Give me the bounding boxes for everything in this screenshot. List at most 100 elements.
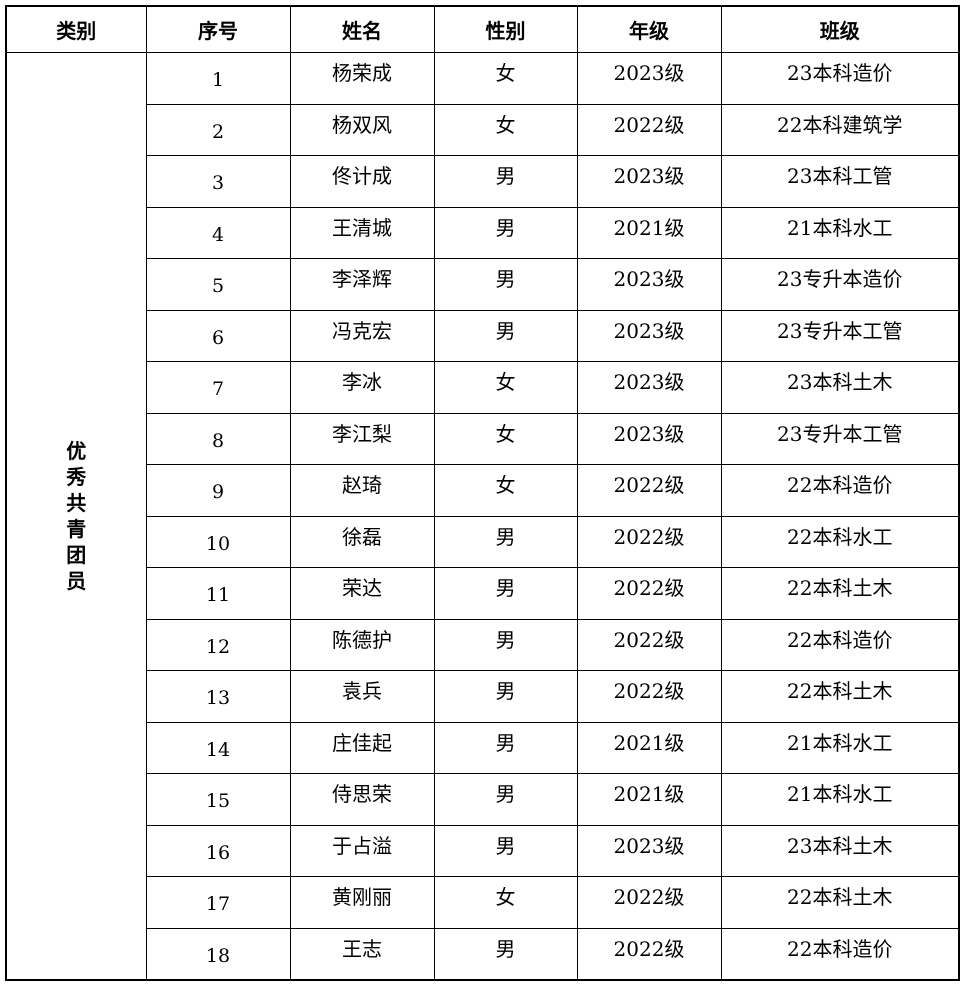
cell-name: 荣达 — [289, 567, 435, 620]
table-row: 9 赵琦 女 2022级 22本科造价 — [6, 464, 960, 517]
cell-no: 13 — [145, 670, 291, 723]
table-row: 4 王清城 男 2021级 21本科水工 — [6, 206, 960, 259]
cell-name: 李泽辉 — [289, 258, 435, 311]
table-row: 优秀共青团员 1 杨荣成 女 2023级 23本科造价 — [5, 52, 960, 980]
cell-grade: 2021级 — [576, 206, 722, 259]
cell-name: 庄佳起 — [289, 721, 435, 774]
cell-gender: 男 — [433, 309, 578, 362]
cell-grade: 2023级 — [576, 52, 722, 105]
column-header-category: 类别 — [5, 5, 147, 53]
cell-grade: 2022级 — [576, 927, 722, 980]
table-row: 14 庄佳起 男 2021级 21本科水工 — [6, 721, 960, 774]
cell-no: 11 — [145, 567, 291, 620]
cell-no: 4 — [145, 206, 291, 259]
cell-class: 22本科造价 — [720, 464, 960, 517]
cell-no: 15 — [145, 773, 291, 826]
category-vertical-label: 优秀共青团员 — [66, 438, 87, 593]
cell-name: 陈德护 — [289, 618, 435, 671]
column-header-gender: 性别 — [433, 5, 578, 53]
cell-class: 23本科工管 — [720, 155, 960, 208]
cell-gender: 女 — [433, 361, 578, 414]
cell-gender: 女 — [433, 103, 578, 156]
cell-grade: 2023级 — [576, 361, 722, 414]
cell-no: 9 — [145, 464, 291, 517]
cell-grade: 2022级 — [576, 876, 722, 929]
cell-gender: 男 — [433, 824, 578, 877]
cell-class: 22本科土木 — [720, 567, 960, 620]
cell-gender: 男 — [433, 515, 578, 568]
cell-no: 8 — [145, 412, 291, 465]
table-row: 8 李江梨 女 2023级 23专升本工管 — [6, 412, 960, 465]
cell-class: 21本科水工 — [720, 773, 960, 826]
table-row: 15 侍思荣 男 2021级 21本科水工 — [6, 773, 960, 826]
cell-grade: 2022级 — [576, 103, 722, 156]
cell-class: 23本科土木 — [720, 824, 960, 877]
table-row: 13 袁兵 男 2022级 22本科土木 — [6, 670, 960, 723]
cell-grade: 2021级 — [576, 721, 722, 774]
table-row: 17 黄刚丽 女 2022级 22本科土木 — [6, 876, 960, 929]
cell-name: 李冰 — [289, 361, 435, 414]
cell-no: 3 — [145, 155, 291, 208]
cell-gender: 男 — [433, 258, 578, 311]
cell-class: 22本科土木 — [720, 876, 960, 929]
cell-no: 18 — [145, 927, 291, 980]
cell-class: 23专升本工管 — [720, 309, 960, 362]
cell-no: 10 — [145, 515, 291, 568]
cell-name: 徐磊 — [289, 515, 435, 568]
cell-grade: 2022级 — [576, 464, 722, 517]
cell-no: 17 — [145, 876, 291, 929]
cell-gender: 男 — [433, 155, 578, 208]
cell-grade: 2022级 — [576, 618, 722, 671]
cell-gender: 男 — [433, 721, 578, 774]
cell-gender: 男 — [433, 773, 578, 826]
cell-no: 12 — [145, 618, 291, 671]
cell-class: 23本科土木 — [720, 361, 960, 414]
cell-grade: 2023级 — [576, 155, 722, 208]
cell-grade: 2022级 — [576, 670, 722, 723]
cell-class: 21本科水工 — [720, 721, 960, 774]
cell-name: 于占溢 — [289, 824, 435, 877]
table-row: 12 陈德护 男 2022级 22本科造价 — [6, 618, 960, 671]
cell-gender: 女 — [433, 52, 578, 105]
cell-gender: 男 — [433, 206, 578, 259]
cell-gender: 男 — [433, 670, 578, 723]
cell-name: 黄刚丽 — [289, 876, 435, 929]
cell-class: 22本科造价 — [720, 618, 960, 671]
cell-name: 杨双风 — [289, 103, 435, 156]
cell-gender: 女 — [433, 876, 578, 929]
cell-no: 7 — [145, 361, 291, 414]
cell-class: 22本科造价 — [720, 927, 960, 980]
cell-name: 冯克宏 — [289, 309, 435, 362]
cell-gender: 女 — [433, 412, 578, 465]
cell-grade: 2022级 — [576, 567, 722, 620]
cell-grade: 2023级 — [576, 258, 722, 311]
cell-gender: 女 — [433, 464, 578, 517]
table-row: 7 李冰 女 2023级 23本科土木 — [6, 361, 960, 414]
cell-no: 1 — [145, 52, 291, 105]
cell-grade: 2023级 — [576, 824, 722, 877]
roster-table: 类别 序号 姓名 性别 年级 班级 优秀共青团员 1 杨荣成 女 2023级 2… — [5, 5, 960, 981]
cell-name: 王清城 — [289, 206, 435, 259]
table-row: 11 荣达 男 2022级 22本科土木 — [6, 567, 960, 620]
table-row: 16 于占溢 男 2023级 23本科土木 — [6, 824, 960, 877]
cell-grade: 2021级 — [576, 773, 722, 826]
cell-class: 22本科水工 — [720, 515, 960, 568]
cell-class: 22本科建筑学 — [720, 103, 960, 156]
cell-name: 佟计成 — [289, 155, 435, 208]
cell-gender: 男 — [433, 618, 578, 671]
cell-gender: 男 — [433, 927, 578, 980]
cell-grade: 2023级 — [576, 412, 722, 465]
column-header-name: 姓名 — [289, 5, 435, 53]
cell-name: 王志 — [289, 927, 435, 980]
table-row: 10 徐磊 男 2022级 22本科水工 — [6, 515, 960, 568]
cell-no: 2 — [145, 103, 291, 156]
cell-class: 22本科土木 — [720, 670, 960, 723]
cell-grade: 2023级 — [576, 309, 722, 362]
column-header-grade: 年级 — [576, 5, 722, 53]
cell-grade: 2022级 — [576, 515, 722, 568]
cell-name: 李江梨 — [289, 412, 435, 465]
cell-no: 5 — [145, 258, 291, 311]
table-row: 6 冯克宏 男 2023级 23专升本工管 — [6, 309, 960, 362]
table-row: 18 王志 男 2022级 22本科造价 — [6, 927, 960, 980]
